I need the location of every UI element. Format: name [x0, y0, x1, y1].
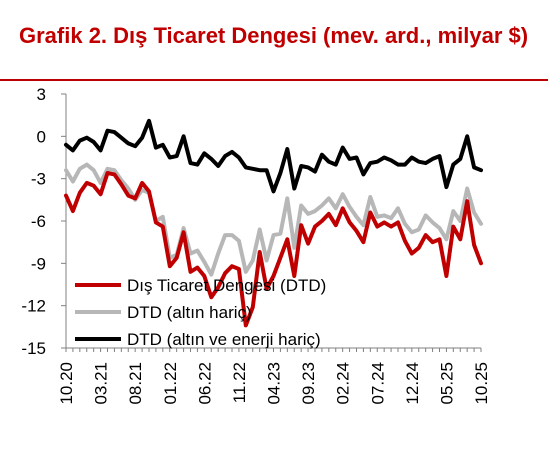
x-tick-label: 09.23 — [299, 362, 318, 405]
legend-label-1: Dış Ticaret Dengesi (DTD) — [127, 276, 326, 295]
y-axis-ticks: 3 0 -3 -6 -9 -12 -15 — [21, 85, 66, 358]
x-tick-label: 03.21 — [92, 362, 111, 405]
y-tick-label: -12 — [21, 297, 46, 316]
x-tick-label: 07.24 — [368, 362, 387, 405]
y-tick-label: 0 — [37, 127, 46, 146]
x-tick-label: 01.22 — [161, 362, 180, 405]
x-tick-label: 08.21 — [126, 362, 145, 405]
x-tick-label: 05.25 — [437, 362, 456, 405]
y-tick-label: 3 — [37, 85, 46, 104]
y-tick-label: -9 — [31, 254, 46, 273]
chart-legend: Dış Ticaret Dengesi (DTD) DTD (altın hari… — [75, 276, 326, 349]
x-tick-label: 02.24 — [334, 362, 353, 405]
x-tick-label: 10.25 — [472, 362, 491, 405]
series-line-2 — [64, 162, 483, 277]
legend-label-2: DTD (altın hariç) — [127, 303, 252, 322]
y-tick-label: -15 — [21, 339, 46, 358]
x-tick-label: 12.24 — [403, 362, 422, 405]
x-tick-label: 11.22 — [230, 362, 249, 403]
chart-series — [64, 118, 483, 328]
x-tick-label: 06.22 — [195, 362, 214, 405]
x-tick-label: 04.23 — [265, 362, 284, 405]
title-divider — [0, 79, 548, 81]
x-axis-ticks: 10.20 03.21 08.21 01.22 06.22 11.22 04.23 09.23… — [57, 348, 491, 405]
chart-title: Grafik 2. Dış Ticaret Dengesi (mev. ard.… — [19, 23, 529, 48]
series-line-1 — [64, 171, 483, 328]
legend-label-3: DTD (altın ve enerji hariç) — [127, 330, 321, 349]
y-tick-label: -6 — [31, 212, 46, 231]
y-tick-label: -3 — [31, 170, 46, 189]
x-tick-label: 10.20 — [57, 362, 76, 405]
series-line-3 — [64, 118, 483, 194]
